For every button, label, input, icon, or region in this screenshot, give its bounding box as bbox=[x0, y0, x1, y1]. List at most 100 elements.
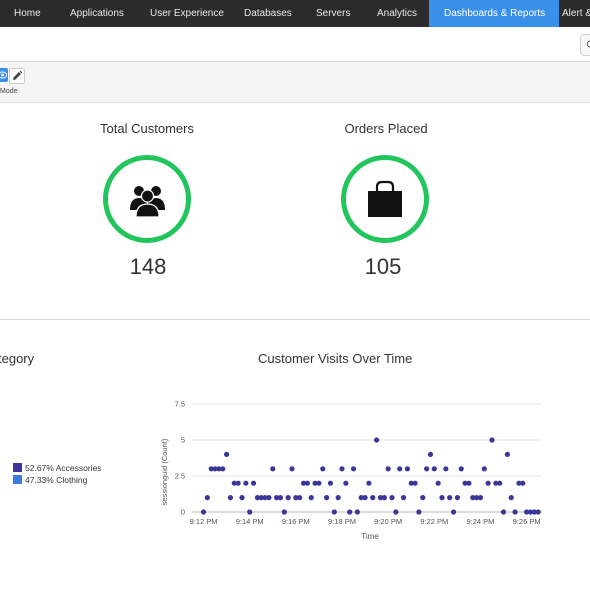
data-point[interactable] bbox=[397, 466, 403, 472]
data-point[interactable] bbox=[531, 509, 537, 515]
data-point[interactable] bbox=[458, 466, 464, 472]
data-point[interactable] bbox=[358, 495, 364, 501]
data-point[interactable] bbox=[297, 495, 303, 501]
data-point[interactable] bbox=[443, 466, 449, 472]
data-point[interactable] bbox=[427, 451, 434, 457]
nav-item-databases[interactable]: Databases bbox=[244, 8, 292, 19]
view-mode-button[interactable] bbox=[0, 68, 8, 82]
data-point[interactable] bbox=[362, 495, 368, 501]
data-point[interactable] bbox=[350, 466, 357, 472]
data-point[interactable] bbox=[320, 466, 326, 472]
data-point[interactable] bbox=[289, 466, 295, 472]
data-point[interactable] bbox=[270, 466, 276, 472]
data-point[interactable] bbox=[347, 509, 353, 515]
refresh-button[interactable]: ⟳ bbox=[580, 34, 590, 56]
data-point[interactable] bbox=[412, 480, 418, 486]
data-point[interactable] bbox=[277, 495, 284, 501]
category-chart-title: tegory bbox=[0, 351, 35, 366]
data-point[interactable] bbox=[335, 495, 341, 501]
data-point[interactable] bbox=[435, 480, 441, 486]
data-point[interactable] bbox=[485, 480, 491, 486]
data-point[interactable] bbox=[500, 509, 507, 515]
data-point[interactable] bbox=[416, 509, 422, 515]
data-point[interactable] bbox=[331, 509, 337, 515]
data-point[interactable] bbox=[381, 495, 387, 501]
data-point[interactable] bbox=[208, 466, 214, 472]
data-point[interactable] bbox=[224, 451, 230, 457]
data-point[interactable] bbox=[220, 466, 226, 472]
data-point[interactable] bbox=[400, 495, 407, 501]
data-point[interactable] bbox=[231, 480, 237, 486]
data-point[interactable] bbox=[527, 509, 534, 515]
nav-item-home[interactable]: Home bbox=[14, 8, 41, 19]
data-point[interactable] bbox=[324, 495, 330, 501]
data-point[interactable] bbox=[354, 509, 360, 515]
nav-item-applications[interactable]: Applications bbox=[70, 8, 124, 19]
data-point[interactable] bbox=[250, 480, 257, 486]
data-point[interactable] bbox=[454, 495, 460, 501]
data-point[interactable] bbox=[493, 480, 499, 486]
nav-item-servers[interactable]: Servers bbox=[316, 8, 351, 19]
data-point[interactable] bbox=[254, 495, 260, 501]
data-point[interactable] bbox=[447, 495, 453, 501]
data-point[interactable] bbox=[343, 480, 349, 486]
data-point[interactable] bbox=[300, 480, 307, 486]
data-point[interactable] bbox=[535, 509, 541, 515]
data-point[interactable] bbox=[489, 437, 495, 443]
data-point[interactable] bbox=[470, 495, 476, 501]
data-point[interactable] bbox=[393, 509, 399, 515]
data-point[interactable] bbox=[312, 480, 318, 486]
data-point[interactable] bbox=[477, 495, 484, 501]
data-point[interactable] bbox=[474, 495, 480, 501]
data-point[interactable] bbox=[235, 480, 241, 486]
data-point[interactable] bbox=[524, 509, 530, 515]
data-point[interactable] bbox=[281, 509, 287, 515]
data-point[interactable] bbox=[439, 495, 445, 501]
nav-item-alert[interactable]: Alert & bbox=[562, 8, 590, 19]
data-point[interactable] bbox=[481, 466, 487, 472]
data-point[interactable] bbox=[377, 495, 384, 501]
data-point[interactable] bbox=[404, 466, 410, 472]
data-point[interactable] bbox=[389, 495, 395, 501]
data-point[interactable] bbox=[424, 466, 430, 472]
data-point[interactable] bbox=[304, 480, 310, 486]
edit-mode-button[interactable] bbox=[9, 68, 25, 84]
data-point[interactable] bbox=[512, 509, 518, 515]
nav-item-analytics[interactable]: Analytics bbox=[377, 8, 418, 19]
data-point[interactable] bbox=[366, 480, 372, 486]
data-point[interactable] bbox=[431, 466, 437, 472]
data-point[interactable] bbox=[216, 466, 222, 472]
data-point[interactable] bbox=[285, 495, 291, 501]
nav-item-dashboards-reports[interactable]: Dashboards & Reports bbox=[429, 0, 560, 27]
data-point[interactable] bbox=[200, 509, 207, 515]
data-point[interactable] bbox=[212, 466, 218, 472]
data-point[interactable] bbox=[420, 495, 426, 501]
data-point[interactable] bbox=[258, 495, 264, 501]
data-point[interactable] bbox=[308, 495, 314, 501]
data-point[interactable] bbox=[385, 466, 391, 472]
data-point[interactable] bbox=[466, 480, 472, 486]
data-point[interactable] bbox=[327, 480, 334, 486]
data-point[interactable] bbox=[204, 495, 210, 501]
data-point[interactable] bbox=[239, 495, 245, 501]
data-point[interactable] bbox=[227, 495, 234, 501]
data-point[interactable] bbox=[374, 437, 380, 443]
data-point[interactable] bbox=[520, 480, 526, 486]
data-point[interactable] bbox=[339, 466, 345, 472]
data-point[interactable] bbox=[504, 451, 510, 457]
data-point[interactable] bbox=[408, 480, 414, 486]
data-point[interactable] bbox=[243, 480, 249, 486]
data-point[interactable] bbox=[266, 495, 272, 501]
data-point[interactable] bbox=[262, 495, 268, 501]
data-point[interactable] bbox=[274, 495, 280, 501]
data-point[interactable] bbox=[293, 495, 299, 501]
data-point[interactable] bbox=[497, 480, 503, 486]
data-point[interactable] bbox=[450, 509, 457, 515]
nav-item-user-experience[interactable]: User Experience bbox=[150, 8, 224, 19]
data-point[interactable] bbox=[247, 509, 253, 515]
data-point[interactable] bbox=[508, 495, 514, 501]
data-point[interactable] bbox=[462, 480, 468, 486]
data-point[interactable] bbox=[370, 495, 376, 501]
data-point[interactable] bbox=[516, 480, 522, 486]
data-point[interactable] bbox=[316, 480, 322, 486]
